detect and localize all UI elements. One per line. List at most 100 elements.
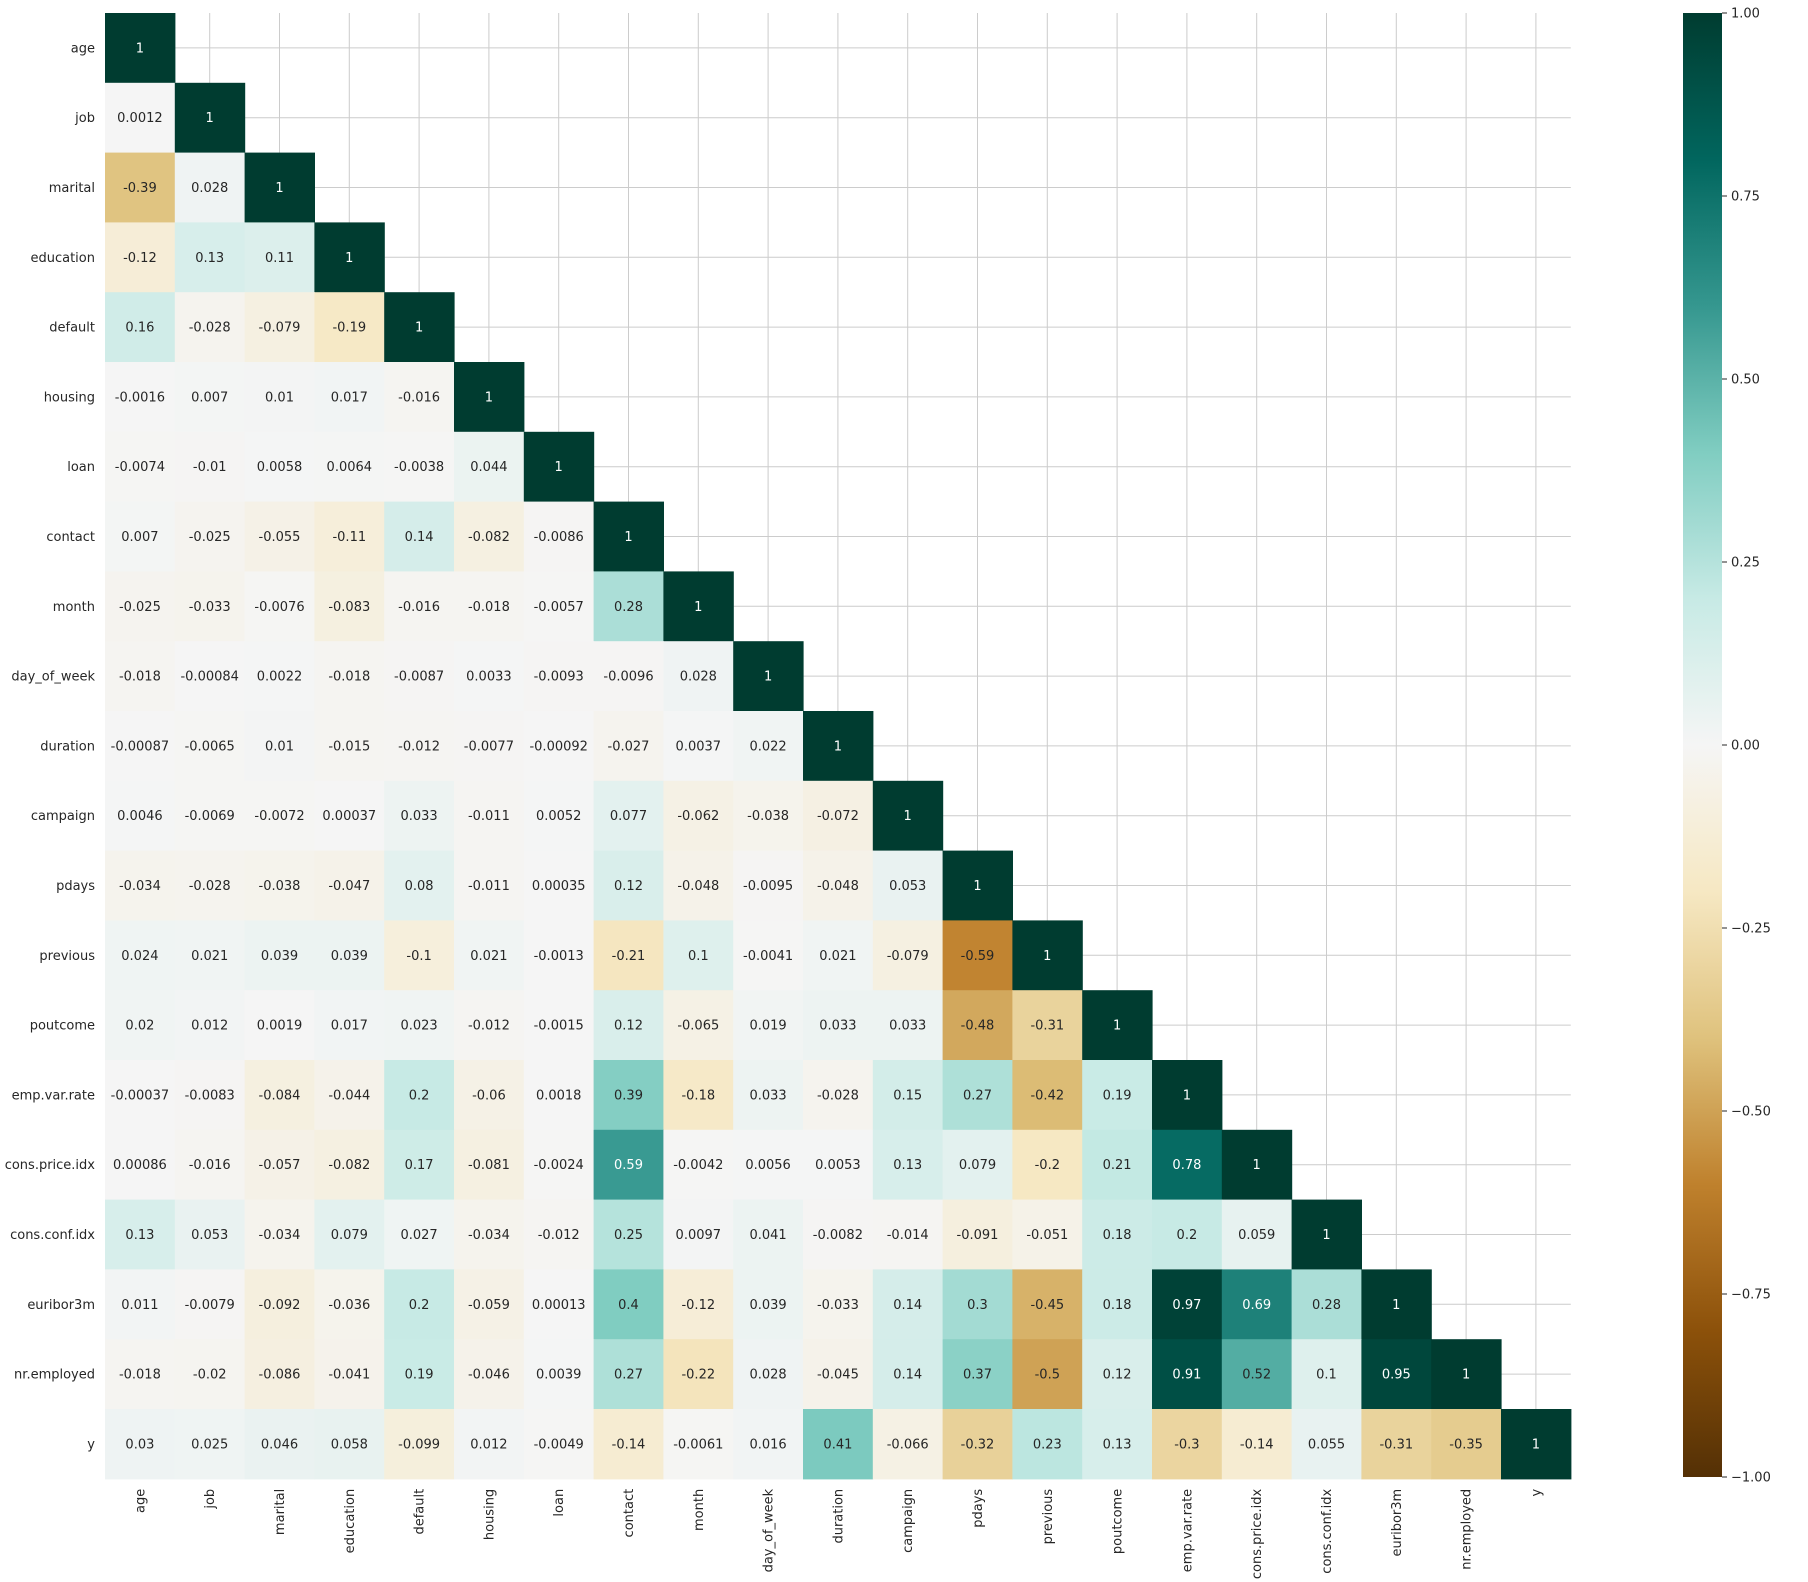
cell-label-nr.employed-cons.conf.idx: 0.1 xyxy=(1316,1368,1337,1383)
cell-label-emp.var.rate-poutcome: 0.19 xyxy=(1103,1088,1132,1103)
cell-label-day_of_week-day_of_week: 1 xyxy=(764,670,772,685)
cell-label-pdays-job: -0.028 xyxy=(189,879,231,894)
cell-euribor3m-day_of_week xyxy=(733,1269,804,1340)
cell-label-emp.var.rate-campaign: 0.15 xyxy=(893,1088,922,1103)
y-tick-age: age xyxy=(71,41,95,56)
cell-label-y-pdays: -0.32 xyxy=(961,1437,995,1452)
cell-nr.employed-cons.conf.idx xyxy=(1291,1339,1362,1410)
cell-label-cons.price.idx-job: -0.016 xyxy=(189,1158,231,1173)
cell-y-duration xyxy=(803,1409,874,1480)
cell-label-cons.conf.idx-marital: -0.034 xyxy=(259,1228,301,1243)
cell-label-campaign-job: -0.0069 xyxy=(185,809,235,824)
y-tick-previous: previous xyxy=(39,949,95,964)
cell-day_of_week-age xyxy=(105,641,176,712)
cell-cons.conf.idx-default xyxy=(384,1199,455,1270)
cell-label-campaign-day_of_week: -0.038 xyxy=(747,809,789,824)
y-tick-labels: age job marital education default housing loan… xyxy=(5,41,96,1452)
cell-label-euribor3m-job: -0.0079 xyxy=(185,1298,235,1313)
cell-campaign-age xyxy=(105,780,176,852)
cell-label-duration-age: -0.00087 xyxy=(111,739,169,754)
cell-emp.var.rate-loan xyxy=(523,1060,595,1131)
cell-pdays-marital xyxy=(244,850,315,921)
cell-label-nr.employed-poutcome: 0.12 xyxy=(1103,1368,1132,1383)
x-tick-pdays: pdays xyxy=(971,1489,986,1528)
cell-label-poutcome-duration: 0.033 xyxy=(819,1019,856,1034)
y-tick-poutcome: poutcome xyxy=(30,1019,95,1034)
cell-education-marital xyxy=(244,222,315,293)
cell-cons.price.idx-pdays xyxy=(942,1129,1013,1201)
cell-default-education xyxy=(314,292,385,363)
cell-nr.employed-housing xyxy=(454,1339,525,1410)
cell-duration-month xyxy=(663,711,734,782)
cell-label-cons.conf.idx-previous: -0.051 xyxy=(1026,1228,1068,1243)
cell-cons.price.idx-contact xyxy=(593,1129,664,1201)
cell-label-contact-default: 0.14 xyxy=(405,530,434,545)
cell-duration-contact xyxy=(593,711,664,782)
cell-pdays-campaign xyxy=(872,850,944,921)
cell-previous-job xyxy=(174,920,246,991)
cell-y-cons.conf.idx xyxy=(1291,1409,1362,1480)
cell-label-nr.employed-previous: -0.5 xyxy=(1035,1368,1060,1383)
cell-previous-previous xyxy=(1012,920,1083,991)
cell-label-euribor3m-pdays: 0.3 xyxy=(967,1298,988,1313)
cell-poutcome-previous xyxy=(1012,990,1083,1061)
x-tick-education: education xyxy=(343,1489,358,1554)
cell-label-cons.price.idx-month: -0.0042 xyxy=(673,1158,723,1173)
cell-label-nr.employed-day_of_week: 0.028 xyxy=(749,1368,786,1383)
cell-duration-job xyxy=(174,711,246,782)
cell-label-poutcome-marital: 0.0019 xyxy=(257,1019,303,1034)
cell-emp.var.rate-emp.var.rate xyxy=(1152,1060,1223,1131)
cell-label-day_of_week-housing: 0.0033 xyxy=(466,670,512,685)
cell-label-month-age: -0.025 xyxy=(119,600,161,615)
cell-label-campaign-contact: 0.077 xyxy=(610,809,647,824)
cell-cons.price.idx-cons.price.idx xyxy=(1221,1129,1293,1201)
cell-label-cons.conf.idx-cons.conf.idx: 1 xyxy=(1322,1228,1330,1243)
cell-label-pdays-day_of_week: -0.0095 xyxy=(743,879,793,894)
cell-label-y-poutcome: 0.13 xyxy=(1103,1437,1132,1452)
cell-label-pdays-education: -0.047 xyxy=(328,879,370,894)
cell-month-marital xyxy=(244,571,315,642)
cell-emp.var.rate-housing xyxy=(454,1060,525,1131)
cell-month-age xyxy=(105,571,176,642)
cell-label-cons.conf.idx-day_of_week: 0.041 xyxy=(749,1228,786,1243)
cell-euribor3m-previous xyxy=(1012,1269,1083,1340)
cell-label-y-education: 0.058 xyxy=(331,1437,368,1452)
cell-label-poutcome-education: 0.017 xyxy=(331,1019,368,1034)
cell-label-day_of_week-job: -0.00084 xyxy=(180,670,238,685)
cell-label-euribor3m-duration: -0.033 xyxy=(817,1298,859,1313)
cell-pdays-default xyxy=(384,850,455,921)
cell-label-pdays-housing: -0.011 xyxy=(468,879,510,894)
cell-nr.employed-campaign xyxy=(872,1339,944,1410)
cell-label-euribor3m-month: -0.12 xyxy=(681,1298,715,1313)
cell-label-education-age: -0.12 xyxy=(123,251,157,266)
heatmap-cells: 10.0012 1-0.39 0.028 1-0.12 0.13 0.11 10.16 -0.… xyxy=(105,13,1572,1480)
cell-housing-age xyxy=(105,362,176,433)
cell-cons.conf.idx-age xyxy=(105,1199,176,1270)
cell-label-previous-loan: -0.0013 xyxy=(534,949,584,964)
cell-euribor3m-emp.var.rate xyxy=(1152,1269,1223,1340)
cell-label-cons.price.idx-poutcome: 0.21 xyxy=(1103,1158,1132,1173)
cell-label-cons.price.idx-duration: 0.0053 xyxy=(815,1158,861,1173)
cell-label-cons.price.idx-campaign: 0.13 xyxy=(893,1158,922,1173)
cell-euribor3m-poutcome xyxy=(1082,1269,1153,1340)
cell-label-duration-loan: -0.00092 xyxy=(529,739,587,754)
cell-label-cons.price.idx-age: 0.00086 xyxy=(113,1158,167,1173)
cell-label-nr.employed-contact: 0.27 xyxy=(614,1368,643,1383)
cell-pdays-month xyxy=(663,850,734,921)
cell-pdays-education xyxy=(314,850,385,921)
cell-pdays-age xyxy=(105,850,176,921)
cell-nr.employed-day_of_week xyxy=(733,1339,804,1410)
cell-previous-contact xyxy=(593,920,664,991)
cell-y-loan xyxy=(523,1409,595,1480)
cell-poutcome-housing xyxy=(454,990,525,1061)
cell-education-education xyxy=(314,222,385,293)
cell-label-duration-marital: 0.01 xyxy=(265,739,294,754)
cell-label-housing-job: 0.007 xyxy=(191,390,228,405)
colorbar-tick-label: −0.75 xyxy=(1731,1288,1771,1303)
x-tick-y: y xyxy=(1529,1489,1544,1497)
cell-label-loan-age: -0.0074 xyxy=(115,460,165,475)
cell-label-euribor3m-education: -0.036 xyxy=(328,1298,370,1313)
cell-label-emp.var.rate-month: -0.18 xyxy=(681,1088,715,1103)
cell-duration-default xyxy=(384,711,455,782)
